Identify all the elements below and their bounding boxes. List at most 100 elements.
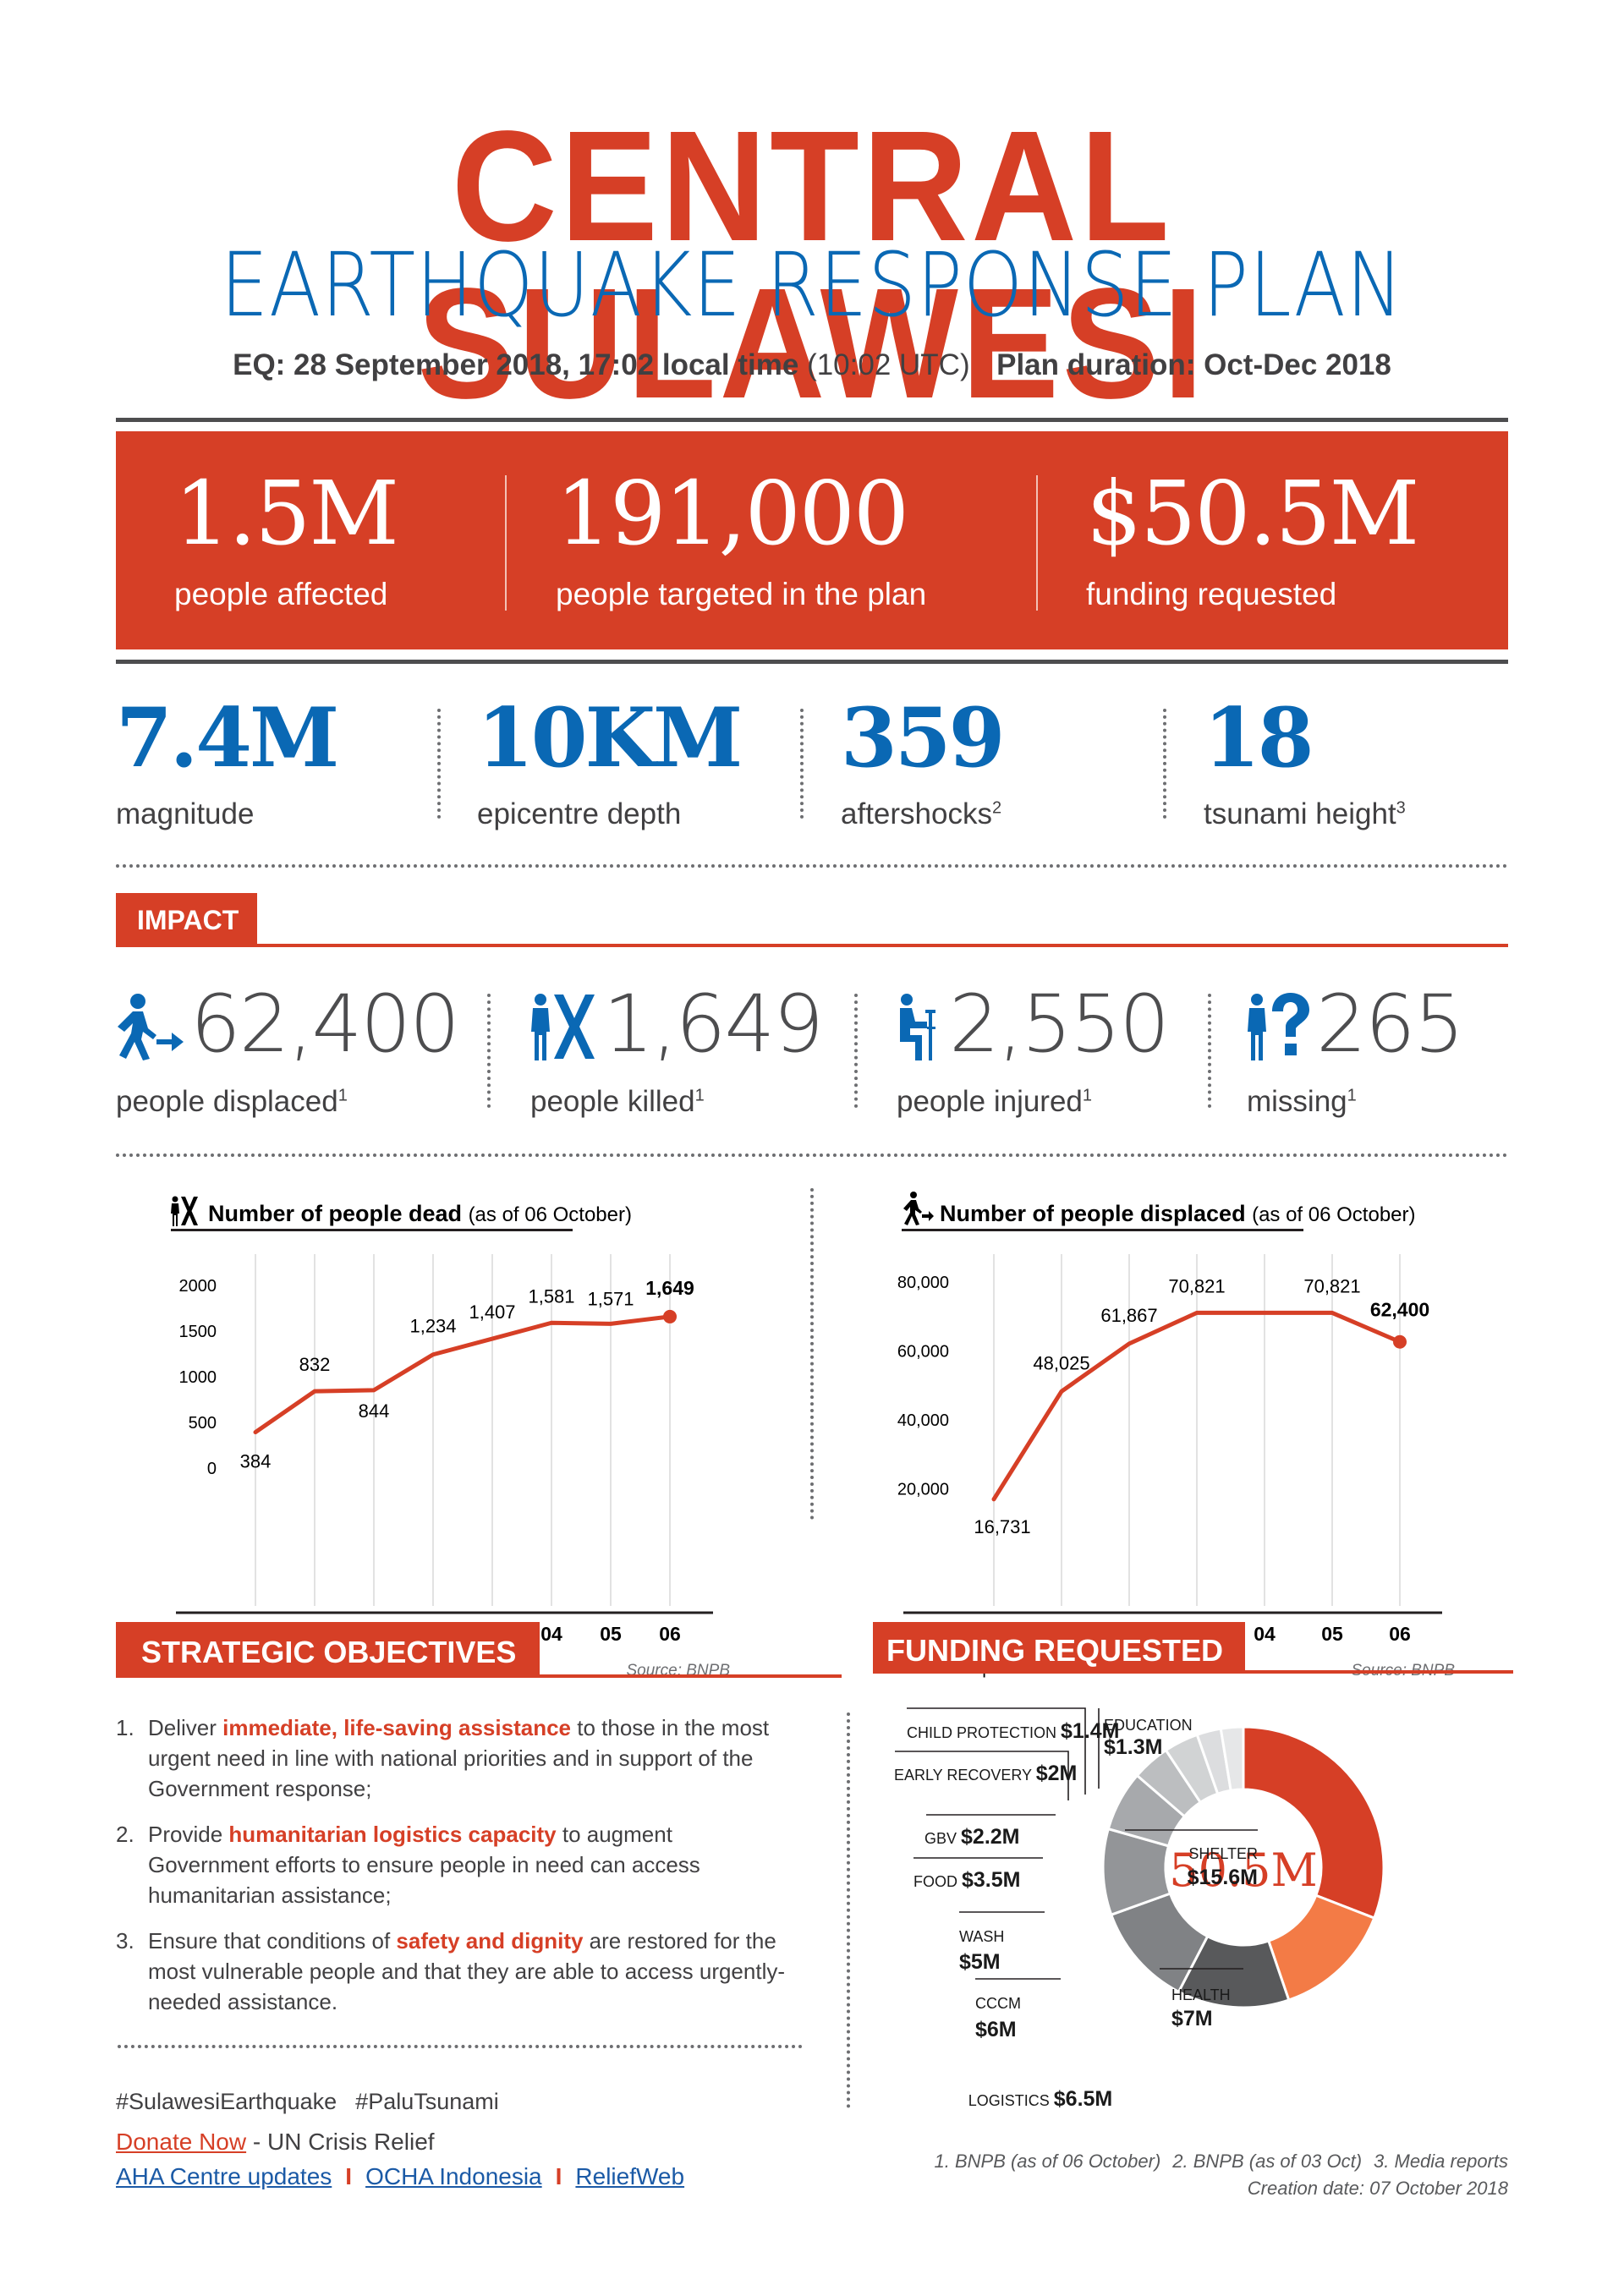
y-tick-label: 0: [207, 1460, 217, 1478]
funding-sector: GBV: [924, 1830, 961, 1847]
funding-amount: $5M: [959, 1950, 1001, 1974]
data-label: 1,581: [528, 1285, 574, 1307]
data-label: 48,025: [1033, 1352, 1089, 1373]
key-figure-label: funding requested: [1086, 577, 1337, 611]
stat-value: 10KM: [477, 690, 743, 786]
objective-item: 2. Provide humanitarian logistics capacit…: [116, 1822, 700, 1908]
key-figure-label: people affected: [174, 577, 388, 611]
page-subtitle: EARTHQUAKE RESPONSE PLAN: [220, 233, 1404, 337]
stat-magnitude: 7.4M magnitude: [116, 698, 339, 831]
stat-depth: 10KM epicentre depth: [477, 690, 743, 831]
impact-displaced: 62,400 people displaced1: [116, 978, 460, 1119]
hashtag[interactable]: #PaluTsunami: [355, 2089, 499, 2114]
y-tick-label: 2000: [179, 1277, 217, 1296]
funding-amount: $3.5M: [962, 1868, 1020, 1892]
funding-label: FOOD $3.5M: [914, 1868, 1020, 1892]
aha-centre-link[interactable]: AHA Centre updates: [116, 2163, 332, 2189]
top-rule: [116, 418, 1508, 422]
donate-now-link[interactable]: Donate Now: [116, 2129, 247, 2155]
person-question-icon: [1247, 993, 1311, 1065]
impact-label: people injured1: [897, 1085, 1093, 1118]
dead-chart: Number of people dead (as of 06 October)…: [152, 1184, 744, 1680]
hashtag[interactable]: #SulawesiEarthquake: [116, 2089, 337, 2114]
x-tick-label: 05: [1321, 1623, 1343, 1645]
x-tick-label: 04: [540, 1623, 562, 1645]
impact-injured: 2,550 people injured1: [897, 985, 1170, 1119]
funding-amount: $2M: [1036, 1762, 1078, 1785]
bottom-rule: [116, 660, 1508, 664]
x-tick-label: 06: [1389, 1623, 1411, 1645]
creation-date: Creation date: 07 October 2018: [1247, 2178, 1508, 2199]
data-label: 16,731: [974, 1516, 1030, 1537]
impact-killed: 1,649 people killed1: [530, 978, 824, 1119]
footnote: 1. BNPB (as of 06 October): [934, 2151, 1161, 2172]
funding-amount: $1.4M: [1061, 1719, 1119, 1743]
data-label: 1,234: [409, 1316, 456, 1337]
section-divider: [116, 1153, 1508, 1157]
footer-divider: [118, 2045, 803, 2048]
data-point: [1393, 1334, 1407, 1349]
x-tick-label: 06: [659, 1623, 681, 1645]
link-separator: I: [555, 2163, 562, 2189]
funding-sector: LOGISTICS: [968, 2092, 1054, 2109]
data-label: 384: [240, 1451, 272, 1472]
stat-divider: [800, 709, 804, 819]
key-figure-value: 191,000: [556, 462, 909, 565]
data-label: 70,821: [1303, 1275, 1360, 1296]
y-tick-label: 40,000: [897, 1411, 949, 1430]
y-tick-label: 20,000: [897, 1481, 949, 1499]
y-tick-label: 60,000: [897, 1343, 949, 1362]
section-divider: [116, 864, 1508, 868]
reliefweb-link[interactable]: ReliefWeb: [575, 2163, 685, 2189]
key-figure-value: 1.5M: [174, 462, 399, 565]
funding-heading-rule: [873, 1670, 1513, 1674]
displaced-chart: Number of people displaced (as of 06 Oct…: [880, 1184, 1472, 1680]
donate-suffix: - UN Crisis Relief: [246, 2129, 435, 2155]
impact-heading-rule: [116, 944, 1508, 947]
footnotes: 1. BNPB (as of 06 October) 2. BNPB (as of…: [923, 2148, 1509, 2202]
ocha-indonesia-link[interactable]: OCHA Indonesia: [365, 2163, 542, 2189]
chart-title: Number of people dead (as of 06 October): [208, 1201, 632, 1226]
objectives-heading: STRATEGIC OBJECTIVES: [116, 1622, 540, 1676]
funding-amount: $15.6M: [1188, 1866, 1258, 1889]
donut-slice: [1219, 1725, 1245, 1792]
funding-label: EARLY RECOVERY $2M: [894, 1762, 1077, 1785]
data-label: 832: [299, 1354, 331, 1375]
impact-divider: [854, 994, 858, 1108]
data-label: 844: [359, 1400, 390, 1422]
objective-item: 1. Deliver immediate, life-saving assista…: [116, 1715, 770, 1801]
key-figure-label: people targeted in the plan: [556, 577, 927, 611]
impact-divider: [1208, 994, 1211, 1108]
footnote: 2. BNPB (as of 03 Oct): [1172, 2151, 1363, 2172]
person-walking-arrow-icon: [116, 993, 185, 1065]
y-tick-label: 1500: [179, 1323, 217, 1341]
data-label: 1,649: [645, 1277, 694, 1299]
x-tick-label: 04: [1254, 1623, 1276, 1645]
chart-title-rule: [902, 1229, 1303, 1231]
funding-donut-chart: 50.5M SHELTER $15.6M HEALTH $7M LOGISTICS $6.…: [871, 1691, 1514, 2131]
funding-sector: FOOD: [914, 1873, 962, 1890]
impact-value: 62,400: [190, 978, 460, 1071]
key-figure-divider: [1036, 475, 1038, 611]
person-crutch-icon: [897, 993, 944, 1065]
stat-label: magnitude: [116, 797, 255, 830]
stat-tsunami: 18 tsunami height3: [1204, 698, 1406, 831]
leader-line: [907, 1707, 1086, 1795]
footnote: 3. Media reports: [1374, 2151, 1508, 2172]
impact-value: 1,649: [603, 978, 824, 1071]
event-dateline: EQ: 28 September 2018, 17:02 local time …: [0, 348, 1624, 382]
displaced-chart-plot: 3001020304050680,00060,00040,00020,000Se…: [897, 1254, 1455, 1680]
link-separator: I: [345, 2163, 353, 2189]
data-label: 1,407: [469, 1301, 515, 1323]
person-x-icon: [530, 993, 598, 1065]
hashtags: #SulawesiEarthquake #PaluTsunami: [116, 2089, 518, 2115]
y-tick-label: 80,000: [897, 1274, 949, 1292]
dateline-separator: I: [983, 348, 992, 381]
funding-label: GBV $2.2M: [924, 1825, 1020, 1849]
impact-label: people killed1: [530, 1085, 705, 1118]
impact-missing: 265 missing1: [1247, 978, 1464, 1119]
funding-amount: $2.2M: [961, 1825, 1019, 1849]
donate-line: Donate Now - UN Crisis Relief: [116, 2129, 435, 2156]
impact-value: 265: [1316, 978, 1464, 1071]
leader-line: [895, 1751, 1069, 1800]
